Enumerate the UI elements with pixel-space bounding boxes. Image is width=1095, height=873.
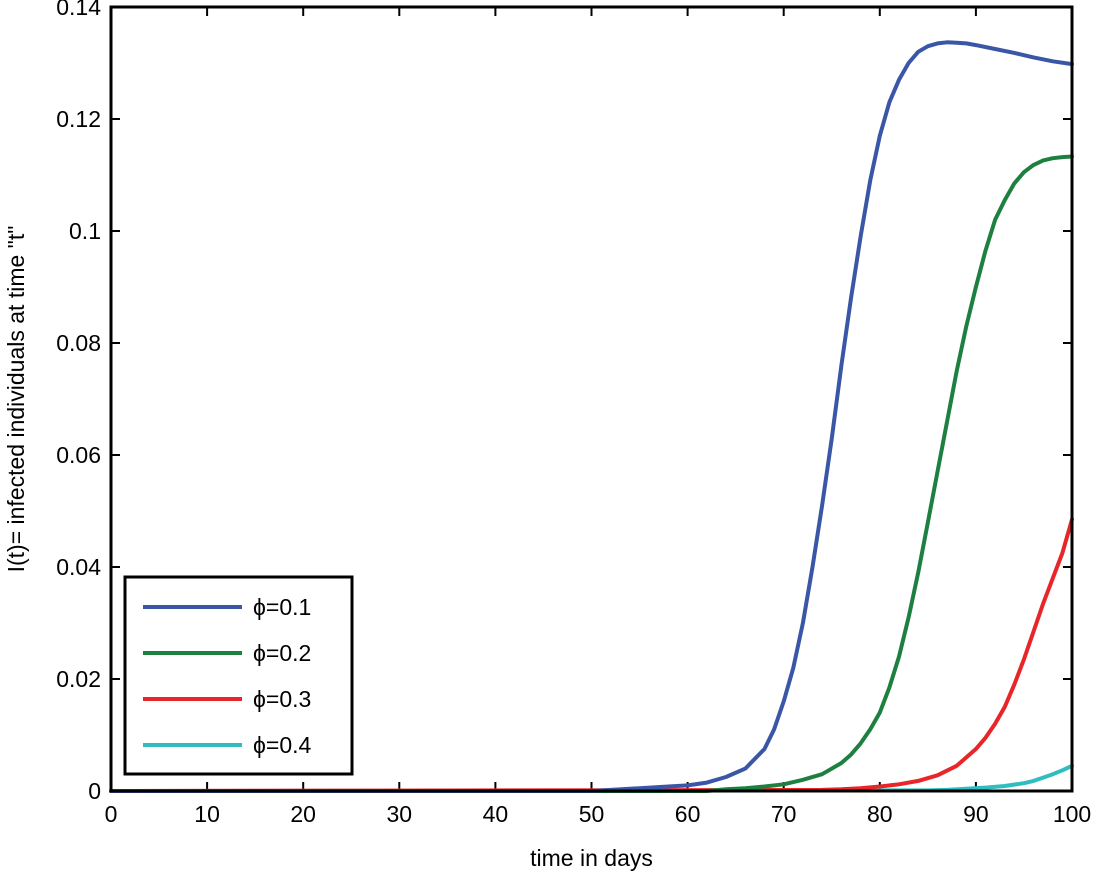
- x-tick-label: 60: [675, 801, 701, 827]
- x-tick-label: 100: [1053, 801, 1091, 827]
- y-axis-label: I(t)= infected individuals at time "t": [3, 226, 29, 573]
- x-tick-label: 90: [963, 801, 989, 827]
- x-axis-label: time in days: [530, 845, 653, 871]
- x-tick-label: 30: [387, 801, 413, 827]
- x-tick-label: 70: [771, 801, 797, 827]
- x-tick-label: 50: [579, 801, 605, 827]
- y-tick-label: 0.06: [56, 442, 101, 468]
- x-tick-label: 10: [194, 801, 220, 827]
- y-tick-label: 0.1: [69, 218, 101, 244]
- plot-frame: [109, 5, 1074, 793]
- legend-label-4: ϕ=0.4: [253, 732, 311, 758]
- y-tick-label: 0: [88, 778, 101, 804]
- y-tick-label: 0.12: [56, 106, 101, 132]
- legend-label-1: ϕ=0.1: [253, 594, 311, 620]
- series-line-2: [109, 154, 1074, 793]
- x-tick-label: 0: [105, 801, 118, 827]
- y-tick-label: 0.04: [56, 554, 101, 580]
- legend-label-2: ϕ=0.2: [253, 640, 311, 666]
- legend-label-3: ϕ=0.3: [253, 686, 311, 712]
- x-tick-label: 80: [867, 801, 893, 827]
- legend: ϕ=0.1 ϕ=0.2 ϕ=0.3 ϕ=0.4: [123, 575, 354, 776]
- y-tick-label: 0.08: [56, 330, 101, 356]
- legend-box: [123, 575, 354, 776]
- series-line-3: [109, 517, 1074, 793]
- x-tick-label: 20: [290, 801, 316, 827]
- y-tick-label: 0.02: [56, 666, 101, 692]
- y-tick-label: 0.14: [56, 0, 101, 20]
- x-tick-label: 40: [483, 801, 509, 827]
- y-axis-ticks: 0 0.02 0.04 0.06 0.08 0.1 0.12 0.14: [56, 0, 1072, 804]
- series-line-1: [109, 40, 1074, 793]
- x-axis-ticks: 0 10 20 30 40 50 60 70 80 90 100: [105, 7, 1091, 827]
